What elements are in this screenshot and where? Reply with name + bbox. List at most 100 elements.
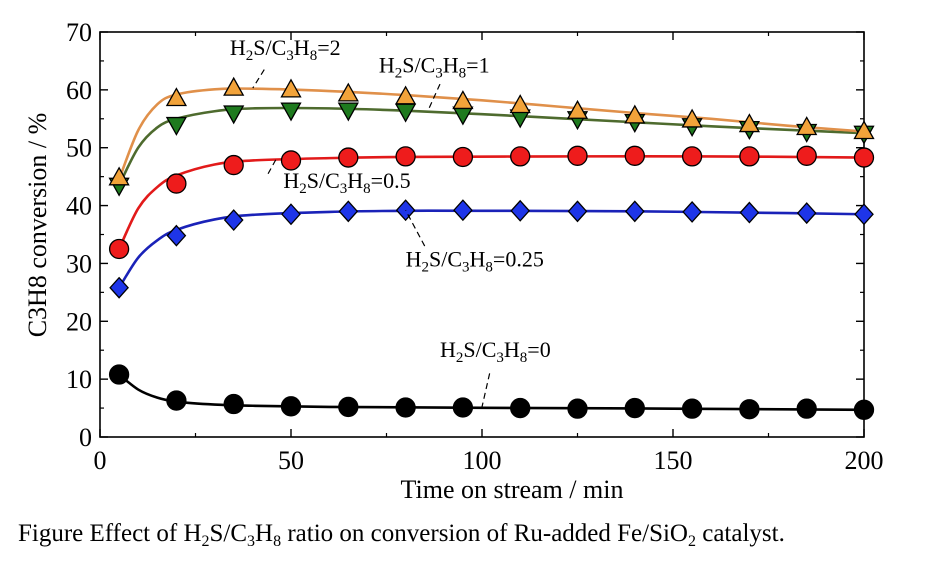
series-h2s-c3h8-0-point <box>108 364 130 385</box>
label-subscript: 8 <box>485 259 493 275</box>
label-text: =0.25 <box>493 246 544 271</box>
series-h2s-c3h8-0-25-point <box>281 203 301 226</box>
series-h2s-c3h8-2-point <box>223 76 245 96</box>
label-text: S/C <box>402 53 435 78</box>
plot-frame <box>99 31 865 438</box>
series-h2s-c3h8-0-point <box>624 397 645 419</box>
label-text: H <box>470 246 486 271</box>
plot-area: 0 50 100 150 200010203040506070H2S/C3H8=2H2S… <box>66 18 884 475</box>
label-text: S/C <box>253 35 286 60</box>
label-subscript: 2 <box>456 350 464 366</box>
series-h2s-c3h8-0-5-point <box>739 146 760 167</box>
annotation-h2s-c3h8-0-5-label: H2S/C3H8=0.5 <box>283 168 410 197</box>
series-h2s-c3h8-0-5-point <box>796 145 817 166</box>
caption-text-3: H <box>255 520 274 547</box>
label-text: =0 <box>527 337 550 362</box>
y-tick-label: 40 <box>66 192 92 221</box>
series-h2s-c3h8-0-25-point <box>624 200 645 223</box>
y-tick-label: 70 <box>66 18 92 47</box>
series-h2s-c3h8-0-5-point <box>853 147 875 168</box>
series-h2s-c3h8-0-point <box>567 398 588 419</box>
series-h2s-c3h8-0-point <box>395 397 416 418</box>
series-h2s-c3h8-1-point <box>337 102 359 122</box>
series-h2s-c3h8-0-5-point <box>166 173 187 194</box>
y-tick-label: 30 <box>66 249 92 278</box>
label-subscript: 2 <box>395 66 403 82</box>
y-axis-title: C3H8 conversion / % <box>23 113 52 338</box>
series-h2s-c3h8-0-25-point <box>854 203 874 226</box>
series-h2s-c3h8-2-point <box>108 166 130 186</box>
annotation-h2s-c3h8-0-5-leader <box>267 159 277 175</box>
y-tick-label: 10 <box>66 365 92 394</box>
caption-text-1: Figure Effect of H <box>18 520 202 547</box>
y-tick-label: 50 <box>66 134 92 163</box>
label-text: H <box>504 337 520 362</box>
series-h2s-c3h8-0-25-point <box>567 200 588 223</box>
label-subscript: 3 <box>462 259 470 275</box>
series-h2s-c3h8-0-25-point <box>223 209 244 232</box>
series-h2s-c3h8-0-point <box>739 399 760 420</box>
series-h2s-c3h8-2-point <box>280 78 302 98</box>
label-text: S/C <box>307 168 340 193</box>
series-h2s-c3h8-0-5-point <box>624 145 645 166</box>
label-text: =2 <box>317 35 340 60</box>
series-h2s-c3h8-1-line <box>117 106 865 186</box>
series-h2s-c3h8-0-point <box>681 398 703 419</box>
series-h2s-c3h8-2-point <box>853 120 875 140</box>
conversion-chart: 0 50 100 150 200010203040506070H2S/C3H8=2H2S… <box>23 18 884 504</box>
x-tick-label: 200 <box>845 446 884 475</box>
caption-text-4: ratio on conversion of Ru-added Fe/SiO <box>281 520 688 547</box>
caption-sub-2: 3 <box>247 533 256 550</box>
series-h2s-c3h8-0-25-point <box>739 201 760 224</box>
series-h2s-c3h8-0-5-point <box>338 147 359 168</box>
label-subscript: 2 <box>421 259 429 275</box>
label-subscript: 8 <box>520 350 528 366</box>
series-h2s-c3h8-0-point <box>510 397 531 419</box>
series-h2s-c3h8-0-5-point <box>223 154 244 176</box>
series-h2s-c3h8-0-point <box>280 396 302 417</box>
x-tick-label: 100 <box>463 446 502 475</box>
series-h2s-c3h8-2-point <box>796 116 818 136</box>
series-h2s-c3h8-1-point <box>223 105 245 125</box>
series-h2s-c3h8-2-line <box>117 87 865 181</box>
caption-sub-3: 8 <box>273 533 282 550</box>
label-text: S/C <box>463 337 496 362</box>
label-text: =0.5 <box>371 168 411 193</box>
series-h2s-c3h8-2-point <box>452 90 474 110</box>
series-h2s-c3h8-0-25-point <box>338 200 359 223</box>
series-h2s-c3h8-0-5-point <box>452 146 474 168</box>
annotation-h2s-c3h8-1-leader <box>427 83 441 110</box>
series-h2s-c3h8-2-point <box>624 104 646 124</box>
label-subscript: 2 <box>299 181 307 197</box>
series-h2s-c3h8-0-25-point <box>796 202 817 225</box>
label-text: H <box>347 168 363 193</box>
series-h2s-c3h8-1-point <box>452 106 474 126</box>
series-h2s-c3h8-1-point <box>280 102 302 122</box>
caption-sub-4: 2 <box>687 533 696 550</box>
series-h2s-c3h8-2-point <box>337 82 359 102</box>
x-tick-label: 0 <box>94 446 107 475</box>
x-tick-label: 150 <box>654 446 693 475</box>
label-text: H <box>283 168 299 193</box>
x-tick-label: 50 <box>278 446 304 475</box>
annotation-h2s-c3h8-2-leader <box>252 69 265 89</box>
series-h2s-c3h8-0-5-point <box>567 145 588 166</box>
label-text: S/C <box>429 246 462 271</box>
series-h2s-c3h8-0-5-point <box>108 238 130 260</box>
series-h2s-c3h8-0-point <box>223 393 244 415</box>
series-h2s-c3h8-2-point <box>509 94 531 114</box>
series-h2s-c3h8-0-5-line <box>117 154 865 250</box>
series-h2s-c3h8-1-point <box>165 116 188 136</box>
caption-sub-1: 2 <box>201 533 210 550</box>
series-h2s-c3h8-0-25-point <box>453 199 473 222</box>
label-text: H <box>379 53 395 78</box>
label-subscript: 8 <box>310 48 318 64</box>
caption-text-5: catalyst. <box>695 520 785 547</box>
series-h2s-c3h8-0-point <box>796 398 817 419</box>
series-h2s-c3h8-0-25-point <box>109 276 129 299</box>
label-subscript: 2 <box>246 48 254 64</box>
y-tick-label: 20 <box>66 307 92 336</box>
series-h2s-c3h8-2-point <box>566 99 589 119</box>
label-subscript: 8 <box>459 66 467 82</box>
series-h2s-c3h8-0-25-point <box>510 199 531 222</box>
